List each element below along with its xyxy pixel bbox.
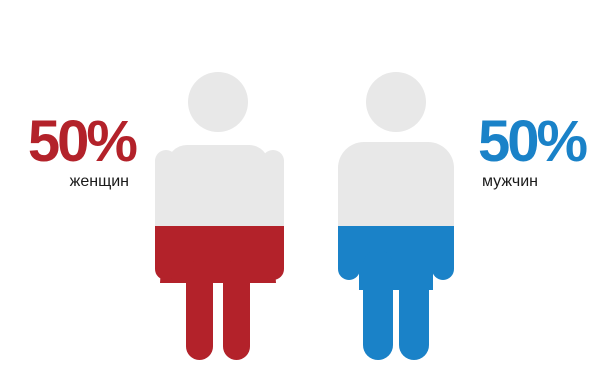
women-stat: 50% женщин (0, 109, 138, 192)
woman-icon (155, 72, 284, 360)
men-label: мужчин (482, 173, 538, 190)
men-percent: 50% (478, 109, 588, 174)
men-stat: 50% мужчин (478, 112, 599, 192)
man-icon (338, 72, 454, 360)
women-label: женщин (69, 173, 129, 190)
women-percent: 50% (27, 109, 138, 174)
